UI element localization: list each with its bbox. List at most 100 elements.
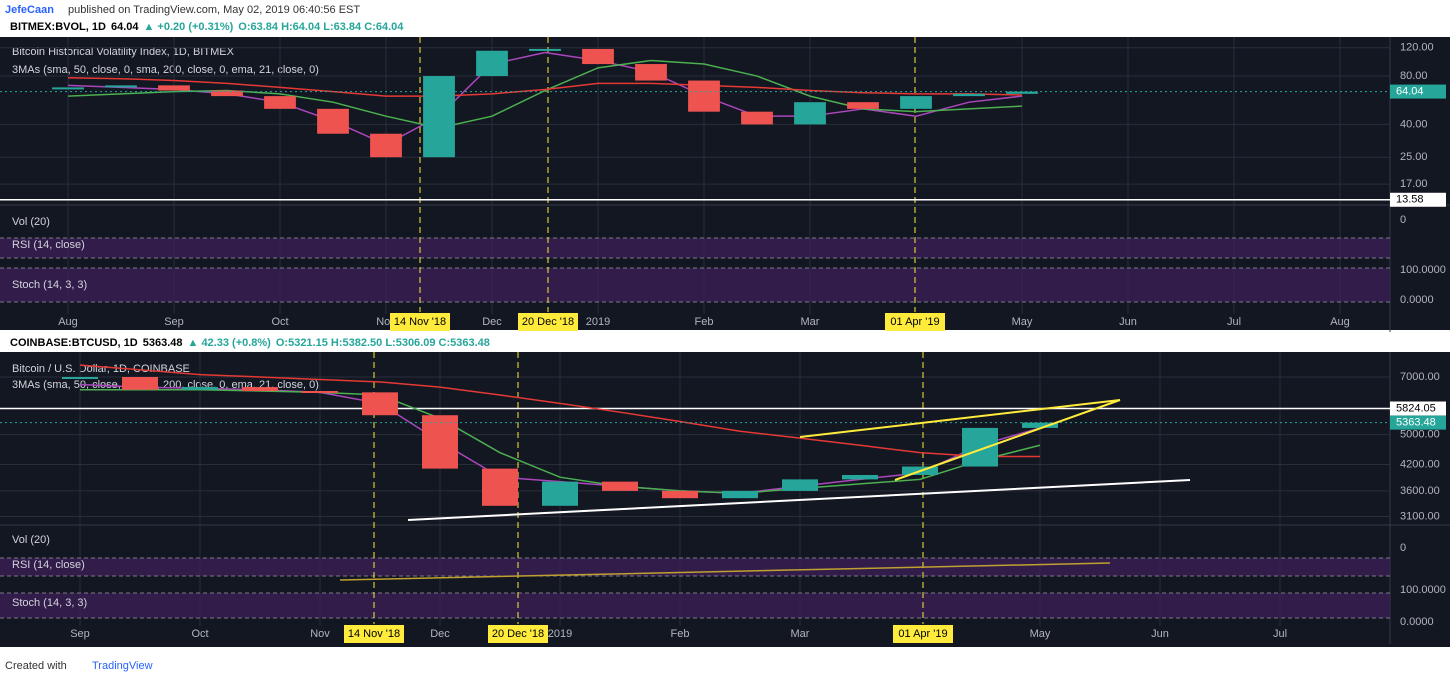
trend-line xyxy=(339,562,1111,581)
x-tick-label: Jul xyxy=(1273,628,1287,640)
subpane-tick: 0.0000 xyxy=(1400,616,1434,628)
y-tick-label: 3100.00 xyxy=(1400,510,1440,522)
candle xyxy=(794,102,826,125)
x-tick-label: Feb xyxy=(695,316,714,328)
y-tick-label: 80.00 xyxy=(1400,70,1428,82)
candle xyxy=(900,96,932,109)
candle xyxy=(542,481,578,506)
y-tick-label: 4200.00 xyxy=(1400,458,1440,470)
candle xyxy=(847,102,879,109)
y-tick-label: 17.00 xyxy=(1400,178,1428,190)
symbol-change: ▲ 42.33 (+0.8%) xyxy=(188,337,272,349)
x-tick-label: May xyxy=(1030,628,1051,640)
candle xyxy=(688,80,720,112)
candle xyxy=(662,490,698,499)
x-tick-label: Oct xyxy=(191,628,208,640)
subpane-label: Vol (20) xyxy=(12,534,50,546)
x-tick-label: Mar xyxy=(791,628,810,640)
last-price-box xyxy=(1390,415,1446,430)
y-tick-label: 7000.00 xyxy=(1400,371,1440,383)
candle xyxy=(476,50,508,77)
candle xyxy=(842,475,878,480)
candle xyxy=(122,376,158,390)
x-tick-label: Dec xyxy=(482,316,502,328)
event-label: 01 Apr '19 xyxy=(898,628,947,640)
candle xyxy=(529,48,561,51)
candle xyxy=(962,427,998,467)
candle xyxy=(635,64,667,81)
candle xyxy=(953,93,985,97)
event-label: 20 Dec '18 xyxy=(522,316,574,328)
charts: Bitcoin Historical Volatility Index, 1D,… xyxy=(0,37,1450,644)
event-label: 14 Nov '18 xyxy=(348,628,400,640)
indicator-band xyxy=(0,558,1390,576)
x-tick-label: Jun xyxy=(1119,316,1137,328)
author[interactable]: JefeCaan xyxy=(5,4,54,16)
x-tick-label: Sep xyxy=(164,316,184,328)
header: JefeCaan published on TradingView.com, M… xyxy=(5,4,360,16)
trend-line xyxy=(799,399,1121,438)
ma-line xyxy=(67,77,1023,97)
trend-line xyxy=(894,399,1121,481)
level-box xyxy=(1390,192,1446,207)
last-price-label: 64.04 xyxy=(1396,85,1424,97)
symbol-last: 64.04 xyxy=(111,21,139,33)
candle xyxy=(482,468,518,506)
event-label: 20 Dec '18 xyxy=(492,628,544,640)
brand[interactable]: TradingView xyxy=(92,660,153,672)
event-box xyxy=(885,313,945,331)
symbol-info: BITMEX:BVOL, 1D 64.04 ▲ +0.20 (+0.31%) O:63… xyxy=(10,21,404,33)
candle xyxy=(242,387,278,392)
candle xyxy=(423,76,455,158)
ma-line xyxy=(67,59,1023,129)
x-tick-label: Oct xyxy=(271,316,288,328)
candle xyxy=(158,85,190,91)
x-tick-label: Sep xyxy=(70,628,90,640)
candle xyxy=(582,48,614,65)
x-tick-label: Jun xyxy=(1151,628,1169,640)
y-tick-label: 40.00 xyxy=(1400,118,1428,130)
candle xyxy=(317,108,349,134)
event-box xyxy=(344,625,404,643)
ma-line xyxy=(80,388,1041,495)
symbol-ohlc: O:63.84 H:64.04 L:63.84 C:64.04 xyxy=(238,21,404,33)
candle xyxy=(264,96,296,109)
candle xyxy=(602,481,638,491)
candle xyxy=(211,90,243,97)
x-tick-label: Dec xyxy=(430,628,450,640)
level-label: 13.58 xyxy=(1396,194,1424,206)
created-with: Created with xyxy=(5,660,67,672)
published: published on TradingView.com, May 02, 20… xyxy=(68,4,360,16)
candle xyxy=(362,392,398,416)
level-label: 5824.05 xyxy=(1396,402,1436,414)
x-tick-label: Nov xyxy=(310,628,330,640)
indicator-band xyxy=(0,238,1390,258)
candle xyxy=(62,376,98,379)
candle xyxy=(741,111,773,125)
candle xyxy=(722,490,758,499)
candle xyxy=(182,387,218,390)
x-tick-label: Aug xyxy=(58,316,78,328)
ma-line xyxy=(79,383,1041,495)
candle xyxy=(1022,422,1058,428)
y-tick-label: 5000.00 xyxy=(1400,429,1440,441)
candle xyxy=(52,87,84,90)
subpane-label: RSI (14, close) xyxy=(12,239,85,251)
symbol-info: COINBASE:BTCUSD, 1D 5363.48 ▲ 42.33 (+0.8%… xyxy=(10,337,490,349)
x-tick-label: Aug xyxy=(1330,316,1350,328)
candle xyxy=(302,391,338,394)
candle xyxy=(782,479,818,491)
last-price-label: 5363.48 xyxy=(1396,417,1436,429)
y-tick-label: 25.00 xyxy=(1400,151,1428,163)
trend-lines xyxy=(339,399,1191,581)
last-price-box xyxy=(1390,84,1446,99)
subpane-label: Stoch (14, 3, 3) xyxy=(12,597,87,609)
subpane-tick: 100.0000 xyxy=(1400,264,1446,276)
event-label: 01 Apr '19 xyxy=(890,316,939,328)
event-box xyxy=(893,625,953,643)
subpane-tick: 0.0000 xyxy=(1400,294,1434,306)
candle xyxy=(1006,91,1038,94)
indicator-band xyxy=(0,593,1390,618)
